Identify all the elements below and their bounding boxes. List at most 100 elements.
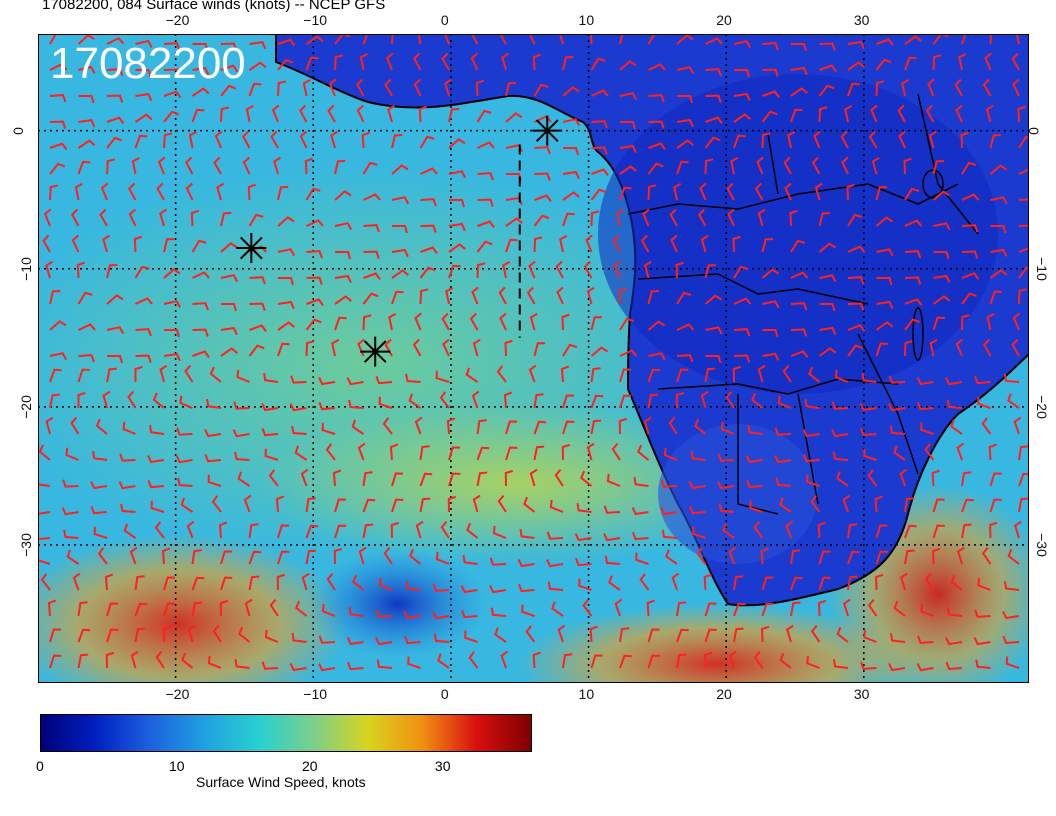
wind-barb [532,651,541,669]
wind-barb [562,420,575,435]
wind-barb [276,573,286,591]
wind-barb [722,523,735,539]
wind-barb [647,393,659,409]
wind-barb [640,234,650,253]
wind-barb [676,653,687,669]
wind-barb [420,198,437,207]
wind-barb [961,314,970,331]
wind-barb [346,637,364,646]
wind-barb [384,78,393,97]
wind-barb [477,141,495,149]
wind-barb [334,159,346,175]
wind-barb [863,630,877,643]
wind-barb [289,403,307,412]
wind-barb [334,274,352,284]
wind-map [0,26,1048,724]
wind-barb [546,559,564,568]
wind-barb [408,393,422,409]
wind-barb [334,316,347,331]
wind-barb [811,156,821,175]
wind-barb [904,524,917,539]
wind-barb [334,32,351,45]
wind-barb [810,495,821,513]
wind-barb [818,242,837,253]
wind-barb [505,217,523,227]
wind-barb [562,55,574,71]
wind-barb [277,248,296,257]
wind-barb [834,369,849,383]
wind-barb [191,549,202,565]
wind-barb [945,377,963,386]
wind-barb [71,208,80,227]
wind-barb [465,367,479,383]
wind-barb [647,320,666,331]
wind-barb [961,292,977,305]
wind-barb [331,338,340,357]
wind-barb [294,445,308,461]
wind-barb [318,376,336,386]
wind-barb [932,54,942,71]
wind-barb [77,291,93,305]
wind-barb [803,453,820,463]
wind-barb [590,210,600,227]
wind-barb [661,529,678,539]
wind-barb [409,548,422,565]
wind-barb [614,598,623,617]
wind-barb [405,581,421,591]
wind-barb [790,66,808,76]
wind-barb [534,172,551,181]
wind-barb [362,523,374,539]
wind-barb [920,422,934,435]
wind-barb [445,286,454,305]
wind-barb [326,572,336,591]
wind-map-canvas [0,26,1048,724]
wind-barb [591,168,609,176]
wind-barb [442,338,450,357]
wind-barb [261,428,279,437]
wind-barb [1018,445,1029,461]
wind-barb [990,196,1008,205]
wind-barb [1002,635,1020,645]
wind-barb [327,104,336,123]
wind-barb [977,396,991,409]
wind-barb [412,338,422,357]
wind-barb [916,663,934,672]
wind-barb [819,42,836,51]
wind-barb [555,260,564,279]
wind-barb [619,394,632,409]
wind-barb [363,250,380,259]
wind-barb [556,286,564,305]
wind-barb [420,167,438,175]
wind-barb [40,573,51,591]
wind-barb [122,421,136,435]
wind-barb [49,320,67,331]
wind-barb [440,520,450,539]
wind-barb [783,156,792,175]
wind-barb [785,520,794,539]
wind-barb [448,472,461,487]
lon-tick-label-bottom: −10 [303,686,328,702]
wind-barb [448,170,467,179]
wind-barb [134,602,148,617]
wind-barb [790,42,807,52]
wind-barb [468,651,479,669]
wind-barb [1018,497,1029,513]
wind-barb [704,602,717,617]
wind-barb [49,352,68,361]
wind-barb [391,164,409,175]
wind-barb [762,329,779,338]
lon-tick-label-bottom: 10 [578,686,595,702]
wind-barb [700,234,709,253]
wind-barb [433,633,450,643]
wind-barb [985,104,994,123]
wind-barb [45,260,54,279]
wind-barb [704,158,714,175]
wind-barb [490,607,507,617]
wind-barb [270,130,279,149]
wind-barb [78,65,96,74]
wind-barb [435,370,450,383]
wind-speed-max-southwest [8,534,348,714]
wind-barb [818,576,831,591]
wind-barb [220,84,237,97]
wind-barb [899,572,908,591]
